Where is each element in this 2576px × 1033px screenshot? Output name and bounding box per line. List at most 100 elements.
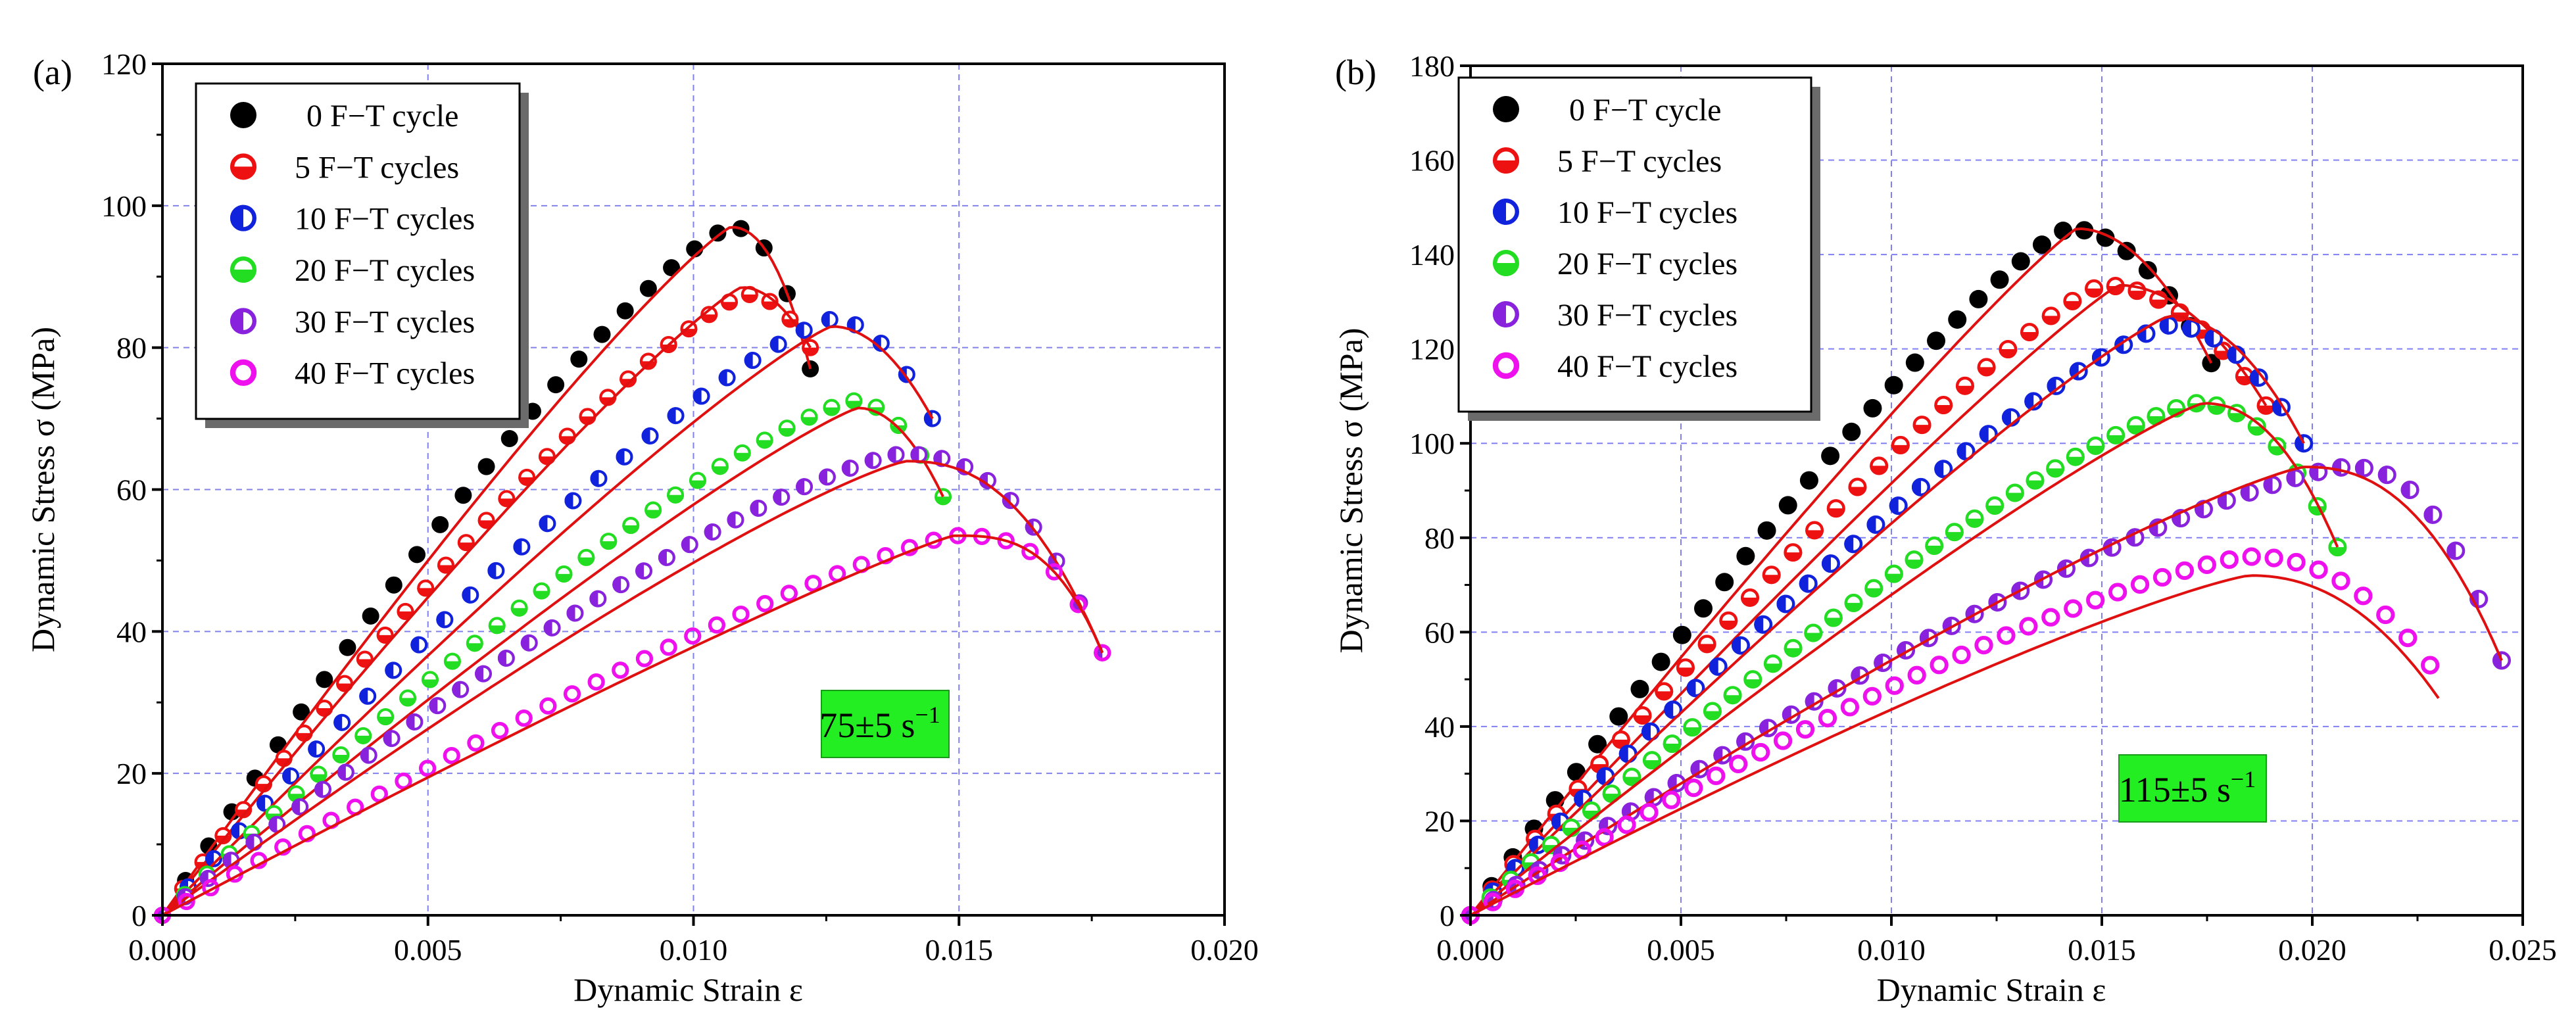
data-point	[1824, 610, 1843, 627]
data-point	[466, 636, 483, 652]
data-point	[668, 407, 683, 424]
data-point	[1927, 331, 1945, 350]
data-point	[2106, 427, 2125, 444]
data-point	[2266, 550, 2281, 565]
data-point	[1821, 446, 1839, 465]
data-point	[2085, 281, 2103, 298]
data-point	[1694, 599, 1713, 617]
data-point	[1978, 360, 1996, 377]
legend-entry-label: 0 F−T cycle	[1569, 93, 1721, 128]
x-tick-label: 0.015	[925, 933, 994, 967]
data-point	[1885, 566, 1903, 583]
data-point	[1934, 397, 1953, 414]
data-point	[2020, 324, 2039, 341]
legend-entry-label: 0 F−T cycle	[306, 99, 458, 133]
legend-entry-label: 40 F−T cycles	[295, 356, 475, 391]
data-point	[517, 711, 531, 725]
data-point	[635, 562, 651, 579]
x-axis-label: Dynamic Strain ε	[573, 971, 803, 1008]
data-point	[727, 512, 743, 529]
legend-marker	[230, 102, 256, 128]
data-point	[2133, 577, 2147, 592]
data-point	[1827, 500, 1845, 517]
panel-label: (b)	[1335, 53, 1376, 92]
data-point	[802, 360, 819, 377]
data-point	[547, 376, 564, 393]
data-point	[1999, 341, 2017, 358]
data-point	[555, 567, 572, 583]
data-point	[385, 577, 402, 594]
data-point	[1925, 538, 1943, 555]
data-point	[590, 470, 606, 487]
data-point	[1764, 656, 1782, 673]
data-point	[475, 665, 491, 683]
data-point	[667, 488, 684, 504]
data-point	[865, 452, 881, 469]
data-point	[1719, 613, 1738, 630]
data-point	[1776, 733, 1790, 748]
data-point	[1906, 354, 1924, 372]
data-point	[819, 468, 835, 485]
data-point	[1673, 626, 1691, 644]
chart-panel-b: 0.000 0.005 0.010 0.015 0.020 0.0250204060801…	[1332, 49, 2557, 1008]
figure: 0.000 0.005 0.010 0.015 0.020020406080100120…	[0, 0, 2576, 1033]
data-point	[498, 650, 514, 667]
data-point	[823, 400, 840, 416]
data-point	[704, 523, 720, 541]
data-point	[750, 500, 766, 517]
y-tick-label: 120	[101, 47, 147, 81]
y-tick-label: 100	[101, 189, 147, 223]
data-point	[2245, 549, 2259, 564]
data-point	[593, 326, 610, 343]
data-point	[2063, 293, 2081, 310]
x-tick-label: 0.015	[2068, 933, 2136, 967]
series-30-ft-cycles	[1461, 458, 2510, 925]
data-point	[308, 740, 324, 757]
data-point	[493, 724, 507, 738]
data-point	[564, 492, 580, 510]
data-point	[513, 539, 529, 556]
data-point	[658, 549, 674, 566]
data-point	[1652, 653, 1670, 671]
data-point	[806, 577, 820, 590]
data-point	[337, 763, 353, 781]
data-point	[589, 590, 605, 608]
y-tick-label: 80	[116, 331, 147, 365]
data-point	[756, 433, 773, 448]
data-point	[469, 736, 483, 750]
data-point	[454, 487, 472, 504]
y-tick-label: 60	[116, 473, 147, 507]
data-point	[1985, 498, 2004, 515]
data-point	[1887, 679, 1902, 693]
data-point	[1805, 523, 1824, 540]
data-point	[935, 489, 952, 505]
data-point	[612, 576, 628, 593]
y-axis-label: Dynamic Stress σ (MPa)	[1332, 328, 1369, 654]
data-point	[1885, 376, 1903, 395]
data-point	[758, 597, 772, 611]
data-point	[533, 584, 550, 600]
x-tick-label: 0.025	[2489, 933, 2557, 967]
x-axis-label: Dynamic Strain ε	[1877, 971, 2106, 1008]
data-point	[719, 369, 735, 386]
data-point	[1969, 290, 1987, 308]
legend-entry-label: 40 F−T cycles	[1557, 349, 1738, 384]
data-point	[709, 224, 726, 241]
data-point	[2088, 593, 2102, 608]
data-point	[541, 699, 555, 713]
data-point	[644, 503, 662, 519]
data-point	[408, 546, 425, 563]
data-point	[1976, 638, 1991, 652]
legend-entry-label: 20 F−T cycles	[1557, 247, 1738, 281]
data-point	[1753, 745, 1768, 759]
legend-entry-label: 10 F−T cycles	[1557, 195, 1738, 230]
data-point	[1731, 757, 1745, 771]
data-point	[1954, 648, 1968, 662]
series-20-ft-cycles	[1461, 395, 2346, 925]
data-point	[1664, 792, 1678, 807]
data-point	[1784, 544, 1802, 562]
x-tick-label: 0.000	[128, 933, 197, 967]
data-point	[1845, 595, 1863, 612]
data-point	[1948, 310, 1966, 329]
data-point	[521, 635, 537, 652]
